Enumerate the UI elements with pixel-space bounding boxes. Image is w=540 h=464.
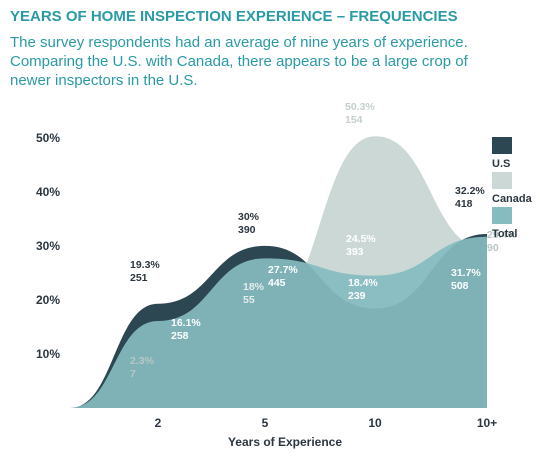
count-label: 258 [171,330,189,342]
value-label: 27.7% [268,264,298,276]
y-tick-label: 10% [36,347,60,361]
legend-label: Total [492,228,517,240]
value-label: 2.3% [130,355,155,367]
x-tick-label: 10+ [477,416,497,430]
y-tick-label: 50% [36,131,60,145]
value-label: 29.4% [487,229,517,241]
value-label: 31.7% [451,267,481,279]
chart-title: YEARS OF HOME INSPECTION EXPERIENCE – FR… [10,8,458,25]
legend-label: Canada [492,193,533,205]
count-label: 390 [238,224,256,236]
legend-swatch [492,207,512,224]
value-label: 30% [238,211,260,223]
count-label: 55 [243,294,255,306]
value-label: 19.3% [130,259,160,271]
value-label: 18% [243,281,265,293]
value-label: 50.3% [345,101,375,113]
legend-swatch [492,172,512,189]
count-label: 445 [268,277,286,289]
area [70,236,487,408]
x-tick-label: 2 [155,416,162,430]
x-tick-label: 10 [368,416,382,430]
value-label: 18.4% [348,277,378,289]
y-tick-label: 20% [36,293,60,307]
y-tick-label: 30% [36,239,60,253]
y-tick-label: 40% [36,185,60,199]
legend-label: U.S [492,158,510,170]
x-tick-label: 5 [262,416,269,430]
count-label: 508 [451,280,469,292]
x-axis-label: Years of Experience [228,435,342,449]
count-label: 418 [455,198,473,210]
legend-swatch [492,137,512,154]
count-label: 393 [346,246,364,258]
count-label: 90 [487,242,499,254]
subtitle: The survey respondents had an average of… [10,34,468,51]
count-label: 239 [348,290,366,302]
count-label: 251 [130,272,148,284]
subtitle: Comparing the U.S. with Canada, there ap… [10,53,469,70]
value-label: 32.2% [455,185,485,197]
value-label: 24.5% [346,233,376,245]
value-label: 16.1% [171,317,201,329]
count-label: 154 [345,114,363,126]
count-label: 7 [130,368,136,380]
subtitle: newer inspectors in the U.S. [10,72,198,89]
